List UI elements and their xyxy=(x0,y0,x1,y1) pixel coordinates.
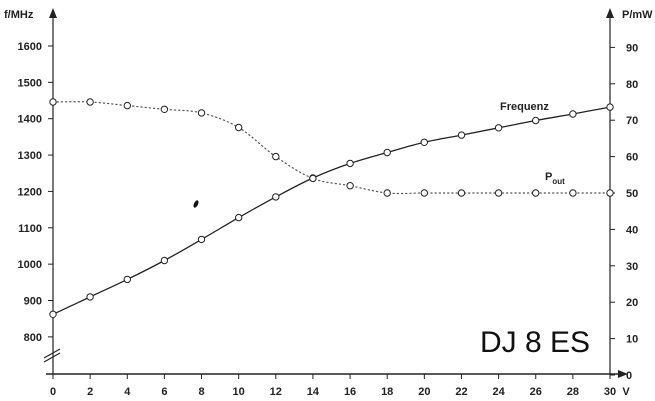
x-tick-label: 2 xyxy=(87,386,93,398)
x-tick-label: 4 xyxy=(124,386,131,398)
frequenz-data-point xyxy=(606,103,614,111)
pout-data-point xyxy=(49,98,57,106)
frequenz-data-point xyxy=(235,213,243,222)
pout-data-point xyxy=(494,189,503,197)
y-right-tick-label: 70 xyxy=(626,115,638,127)
y-right-tick-label: 20 xyxy=(626,297,638,309)
y-left-tick-label: 1500 xyxy=(18,77,42,89)
x-tick-label: 22 xyxy=(455,386,467,398)
x-tick-label: 24 xyxy=(492,386,505,398)
y-left-tick-label: 1000 xyxy=(18,259,42,271)
left-axis-arrow xyxy=(49,8,57,18)
x-tick-label: 12 xyxy=(270,386,282,398)
y-left-tick-label: 1300 xyxy=(18,150,42,162)
pout-data-point xyxy=(235,123,243,132)
x-tick-label: 18 xyxy=(381,386,393,398)
frequenz-data-point xyxy=(197,235,206,244)
frequenz-data-point xyxy=(346,159,354,168)
frequenz-data-point xyxy=(86,293,94,301)
y-right-tick-label: 10 xyxy=(626,334,638,346)
frequenz-data-point xyxy=(383,148,391,157)
pout-data-point xyxy=(383,189,391,197)
pout-data-point xyxy=(86,98,94,106)
frequenz-data-point xyxy=(123,275,132,284)
frequenz-data-point xyxy=(49,310,57,318)
pout-data-point xyxy=(346,182,354,190)
y-left-tick-label: 1100 xyxy=(18,223,42,235)
right-axis-arrow xyxy=(606,8,614,18)
x-tick-label: 0 xyxy=(50,386,56,398)
series xyxy=(49,98,614,318)
pout-data-point xyxy=(532,189,540,197)
pout-data-point xyxy=(457,189,466,197)
y-right-tick-label: 80 xyxy=(626,79,638,91)
axis-break-mark xyxy=(43,348,61,359)
y-left-tick-label: 1400 xyxy=(18,114,42,126)
x-tick-label: 30 xyxy=(604,386,616,398)
y-right-tick-label: 60 xyxy=(626,152,638,164)
pout-series-line xyxy=(52,101,611,195)
pout-data-point xyxy=(309,174,317,183)
author-callsign-annotation: DJ 8 ES xyxy=(480,326,590,359)
x-tick-label: 28 xyxy=(567,386,579,398)
pout-series-label-subscript: out xyxy=(552,177,565,186)
frequenz-data-point xyxy=(160,256,169,265)
y-left-tick-label: 1600 xyxy=(18,41,42,53)
frequenz-data-point xyxy=(457,131,466,139)
y-left-tick-label: 1200 xyxy=(18,186,42,198)
x-tick-label: 6 xyxy=(161,386,167,398)
y-right-tick-label: 90 xyxy=(626,42,638,54)
pout-series-label: Pout xyxy=(545,171,565,186)
axis-break-mark xyxy=(43,352,61,363)
labels: Vf/MHz P/mW Frequenz Pout DJ 8 ES xyxy=(4,9,653,398)
frequenz-series-line xyxy=(52,106,611,315)
y-left-axis-label: f/MHz xyxy=(4,9,34,21)
pout-data-point xyxy=(160,105,169,114)
y-left-tick-label: 800 xyxy=(24,332,42,344)
frequenz-data-point xyxy=(532,116,540,125)
frequenz-data-point xyxy=(272,193,280,201)
pout-data-point xyxy=(197,109,206,117)
ticks: 0 2 4 6 8 10 12 14 16 18 20 22 24 26 28 308009001000110… xyxy=(18,41,639,398)
x-tick-label: 8 xyxy=(198,386,204,398)
y-left-tick-label: 900 xyxy=(24,296,42,308)
y-right-tick-label: 40 xyxy=(626,224,638,236)
x-tick-label: 26 xyxy=(530,386,542,398)
pout-data-point xyxy=(123,101,132,110)
frequenz-data-point xyxy=(494,124,503,132)
frequenz-data-point xyxy=(569,110,577,118)
x-tick-label: 10 xyxy=(233,386,245,398)
pout-data-point xyxy=(569,189,577,197)
y-right-axis-label: P/mW xyxy=(622,9,653,21)
ink-spot xyxy=(193,200,199,208)
pout-data-point xyxy=(606,189,614,197)
pout-data-point xyxy=(272,152,280,161)
pout-data-point xyxy=(420,189,428,197)
x-tick-label: 14 xyxy=(307,386,320,398)
y-right-tick-label: 30 xyxy=(626,261,638,273)
frequenz-series-label: Frequenz xyxy=(500,101,549,113)
x-axis-label: V xyxy=(622,386,630,398)
y-right-tick-label: 50 xyxy=(626,188,638,200)
y-right-tick-label: 0 xyxy=(626,370,632,382)
x-axis-arrow xyxy=(618,370,628,378)
x-tick-label: 16 xyxy=(344,386,356,398)
x-tick-label: 20 xyxy=(418,386,430,398)
frequenz-data-point xyxy=(420,138,428,147)
